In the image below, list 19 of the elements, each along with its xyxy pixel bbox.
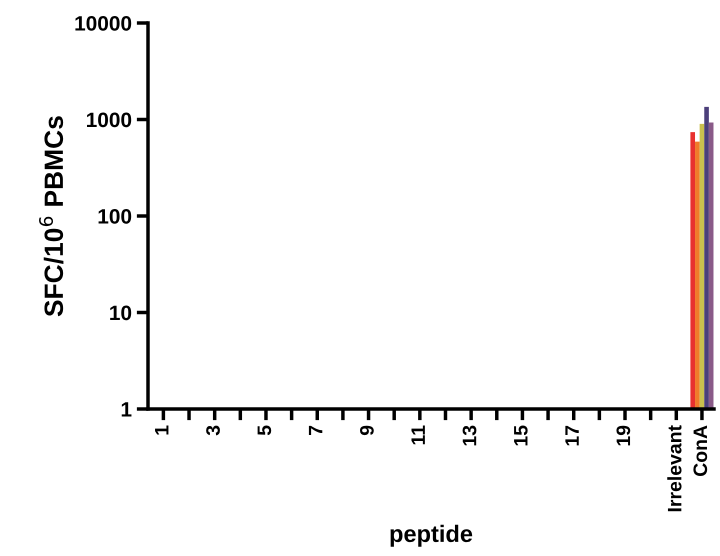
x-axis-title: peptide [390,524,472,547]
x-tick-label: 17 [565,426,579,446]
x-tick-label: 19 [616,426,630,446]
y-tick-label: 1000 [87,112,132,128]
x-tick-label: ConA [693,425,708,476]
x-tick-label: 15 [514,426,528,446]
y-axis-title: SFC/10$^{6}$ PBMCs [39,116,64,316]
x-tick-label: 11 [411,426,425,444]
x-tick-label: Irrelevant [667,425,682,512]
y-tick-label: 1 [122,402,132,417]
y-tick-label: 100 [98,209,132,224]
x-tick-label: 9 [360,426,374,436]
x-tick-label: 1 [155,426,168,435]
x-tick-label: 13 [462,426,476,446]
y-tick-label: 10 [110,306,132,320]
y-tick-label: 10000 [75,16,132,31]
x-tick-label: 3 [206,426,220,436]
x-tick-label: 7 [308,426,322,435]
x-tick-label: 5 [258,426,272,436]
